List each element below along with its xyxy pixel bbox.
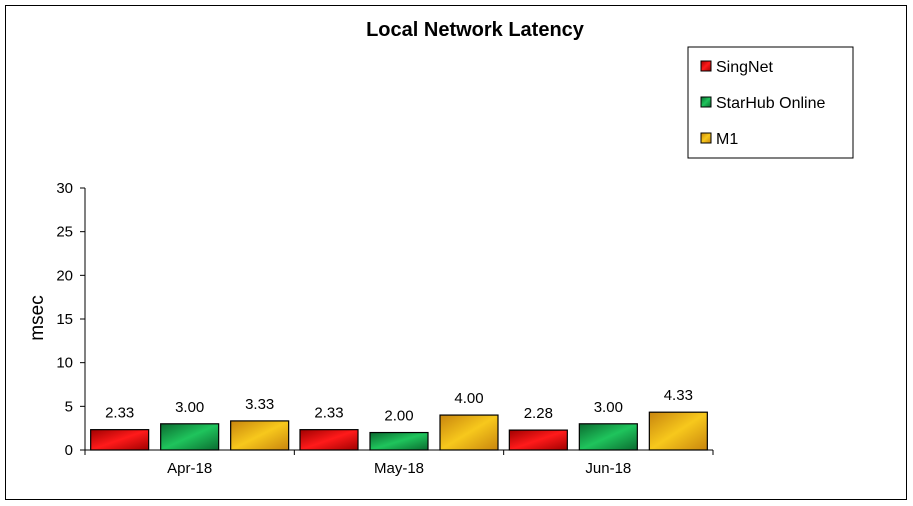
y-tick-label: 15 [56, 311, 73, 328]
bar-singnet [299, 429, 359, 451]
bar-m1 [230, 420, 290, 451]
bar-starhub-online [369, 431, 429, 451]
legend-swatch [700, 132, 712, 144]
data-label: 2.33 [314, 405, 343, 422]
data-label: 2.33 [105, 405, 134, 422]
legend-swatch [700, 60, 712, 72]
x-tick-label: Apr-18 [167, 460, 212, 477]
data-label: 4.33 [664, 387, 693, 404]
y-tick-label: 5 [65, 398, 73, 415]
bar-singnet [508, 429, 568, 451]
y-tick-label: 30 [56, 180, 73, 197]
data-label: 3.00 [175, 399, 204, 416]
bar-singnet [90, 429, 150, 451]
legend: SingNet StarHub Online M1 [687, 46, 854, 159]
bar-starhub-online [160, 423, 220, 451]
x-tick-label: May-18 [374, 460, 424, 477]
bar-m1 [648, 411, 708, 451]
data-label: 2.28 [524, 405, 553, 422]
legend-label: SingNet [716, 59, 773, 76]
bar-m1 [439, 414, 499, 451]
legend-label: M1 [716, 131, 738, 148]
data-label: 4.00 [454, 390, 483, 407]
y-axis-label: msec [27, 295, 48, 340]
bars: 2.33 3.00 3.33 2.33 2.00 4.00 2.28 3.00 4.33 [90, 387, 708, 451]
legend-box [687, 46, 854, 159]
y-tick-label: 0 [65, 442, 73, 459]
y-tick-label: 25 [56, 224, 73, 241]
data-label: 3.33 [245, 396, 274, 413]
y-tick-label: 10 [56, 355, 73, 372]
data-label: 2.00 [384, 408, 413, 425]
y-tick-label: 20 [56, 267, 73, 284]
data-label: 3.00 [594, 399, 623, 416]
legend-label: StarHub Online [716, 95, 825, 112]
chart-title: Local Network Latency [366, 19, 585, 41]
legend-swatch [700, 96, 712, 108]
x-tick-label: Jun-18 [585, 460, 631, 477]
bar-starhub-online [578, 423, 638, 451]
